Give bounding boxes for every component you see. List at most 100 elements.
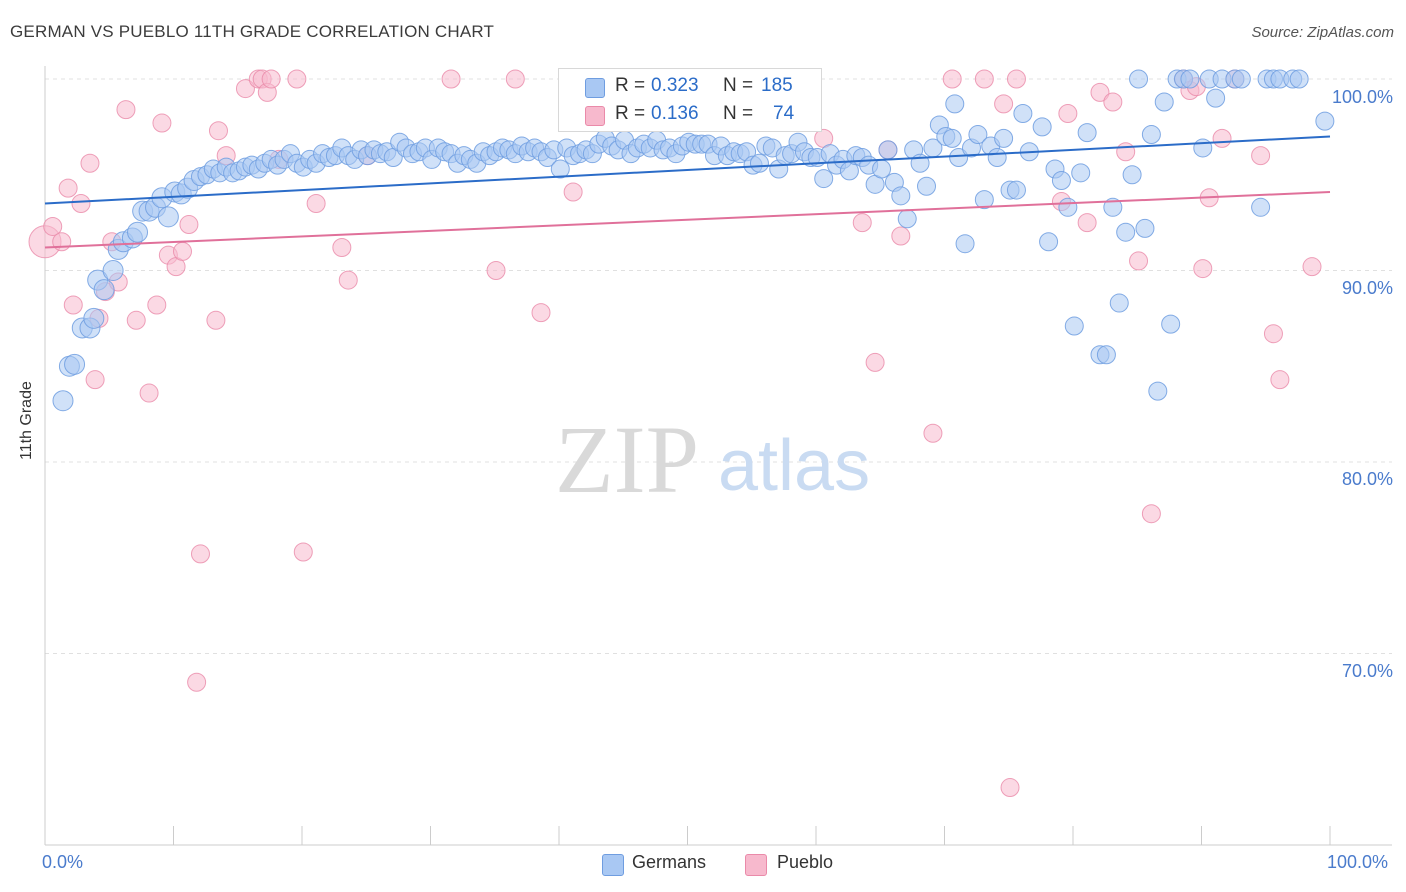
pueblo-point: [1077, 213, 1097, 233]
german-point: [1032, 117, 1052, 137]
german-point: [1109, 293, 1129, 313]
watermark: ZIP atlas: [555, 406, 870, 513]
pueblo-point: [1058, 103, 1078, 123]
pueblo-point: [206, 310, 226, 330]
pueblo-point: [287, 69, 307, 89]
germans-n-value: 185: [761, 75, 793, 96]
german-point: [1193, 138, 1213, 158]
pueblo-point: [1141, 504, 1161, 524]
bottom-legend-germans-swatch: [602, 854, 624, 876]
german-point: [1013, 103, 1033, 123]
pueblo-r-value: 0.136: [651, 103, 699, 124]
germans-r-label: R =: [615, 75, 646, 96]
pueblo-point: [486, 261, 506, 280]
bottom-legend-pueblo-swatch: [745, 854, 767, 876]
pueblo-n-value: 74: [773, 103, 795, 124]
pueblo-point: [1103, 92, 1123, 112]
german-point: [891, 186, 911, 206]
pueblo-point: [1212, 128, 1232, 148]
germans-swatch: [585, 78, 605, 98]
x-tick-100: 100.0%: [1327, 852, 1389, 872]
legend-row-germans: R = 0.323 N = 185: [559, 75, 821, 99]
pueblo-point: [974, 69, 994, 89]
pueblo-point: [1116, 142, 1136, 162]
german-point: [1122, 165, 1142, 185]
german-point: [1289, 69, 1309, 89]
pueblo-point: [43, 216, 63, 236]
pueblo-point: [1251, 146, 1271, 166]
german-point: [1206, 88, 1226, 108]
pueblo-r-label: R =: [615, 103, 646, 124]
pueblo-point: [190, 544, 210, 564]
pueblo-point: [923, 423, 943, 443]
pueblo-point: [1000, 778, 1020, 798]
german-point: [52, 390, 74, 412]
pueblo-point: [1302, 257, 1322, 277]
pueblo-point: [187, 672, 207, 692]
pueblo-point: [1270, 370, 1290, 390]
pueblo-point: [208, 121, 228, 141]
pueblo-point: [139, 383, 159, 403]
german-point: [955, 234, 975, 254]
german-trend-line: [44, 135, 1331, 205]
pueblo-point: [505, 69, 525, 89]
german-point: [1129, 69, 1149, 89]
german-point: [1141, 125, 1161, 145]
german-point: [550, 159, 570, 179]
german-point: [949, 148, 969, 168]
german-point: [1161, 314, 1181, 334]
bottom-legend-germans: Germans: [632, 852, 707, 872]
pueblo-point: [179, 215, 199, 235]
pueblo-point: [891, 226, 911, 246]
chart-title: GERMAN VS PUEBLO 11TH GRADE CORRELATION …: [10, 22, 495, 41]
german-point: [974, 190, 994, 210]
y-tick-90: 90.0%: [1341, 278, 1393, 298]
german-point: [1039, 232, 1059, 252]
bottom-legend-pueblo: Pueblo: [777, 852, 834, 872]
german-point: [945, 94, 965, 114]
german-points: [52, 69, 1335, 412]
german-point: [102, 260, 124, 281]
german-point: [93, 279, 115, 301]
pueblo-point: [63, 295, 83, 315]
pueblo-point: [52, 232, 72, 252]
german-point: [917, 176, 937, 196]
pueblo-point: [147, 295, 167, 315]
german-point: [1051, 170, 1071, 190]
pueblo-point: [942, 69, 962, 89]
german-point: [994, 128, 1014, 148]
watermark-zip: ZIP: [555, 406, 699, 513]
german-point: [127, 221, 149, 243]
german-point: [1231, 69, 1251, 89]
pueblo-point: [71, 193, 91, 213]
german-point: [814, 169, 834, 189]
pueblo-point: [152, 113, 172, 133]
pueblo-point: [441, 69, 461, 89]
german-point: [1064, 316, 1084, 336]
pueblo-point: [994, 94, 1014, 114]
pueblo-point: [235, 79, 255, 99]
german-point: [1180, 69, 1200, 89]
german-point: [987, 148, 1007, 168]
germans-r-value: 0.323: [651, 75, 699, 96]
x-tick-0: 0.0%: [42, 852, 84, 872]
legend-row-pueblo: R = 0.136 N = 74: [559, 103, 821, 127]
german-point: [1006, 180, 1026, 200]
axes: [44, 66, 1392, 846]
pueblo-point: [80, 153, 100, 173]
german-point: [897, 209, 917, 229]
german-point: [83, 307, 105, 329]
pueblo-point: [338, 270, 358, 290]
german-point: [1251, 197, 1271, 217]
pueblo-point: [1006, 69, 1026, 89]
german-point: [878, 140, 898, 160]
pueblo-point: [116, 100, 136, 120]
german-point: [968, 125, 988, 145]
pueblo-point: [852, 213, 872, 233]
pueblo-point: [1263, 324, 1283, 344]
german-point: [1058, 197, 1078, 217]
watermark-atlas: atlas: [718, 426, 870, 506]
pueblo-point: [172, 241, 192, 261]
y-tick-80: 80.0%: [1341, 469, 1393, 489]
